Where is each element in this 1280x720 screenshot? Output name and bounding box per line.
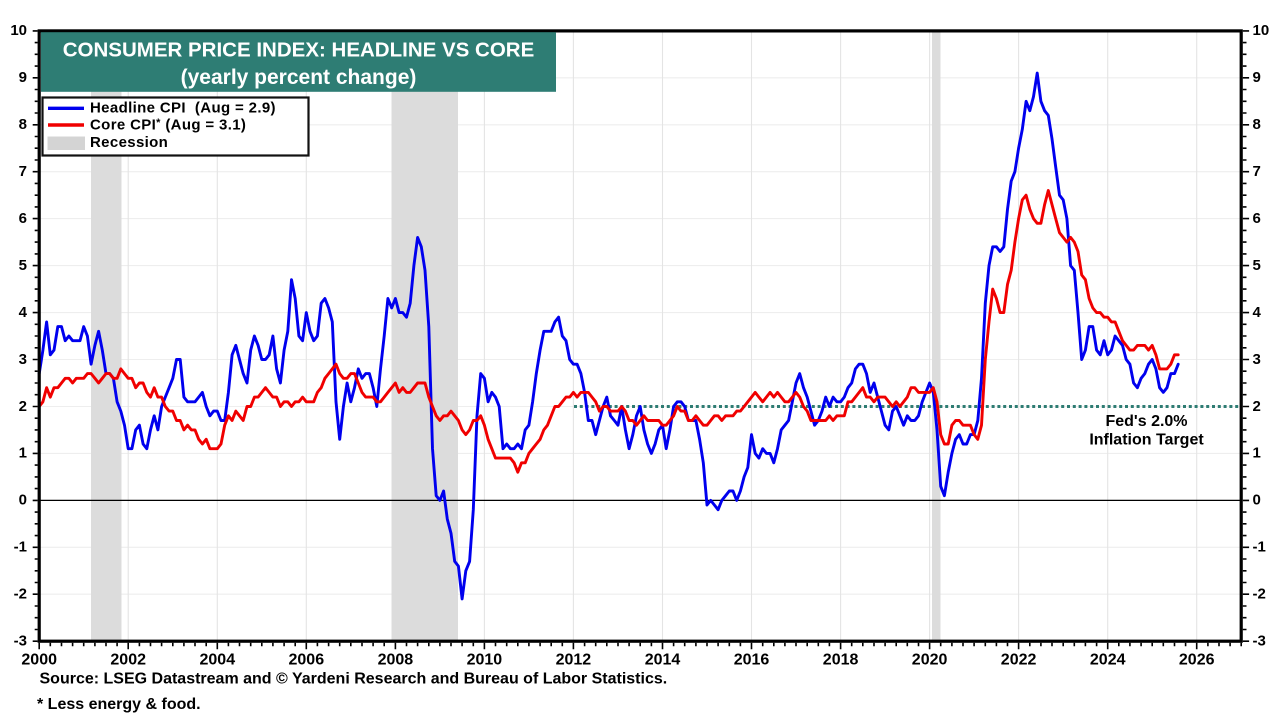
svg-text:2000: 2000: [21, 651, 57, 668]
svg-text:Core CPI* (Aug = 3.1): Core CPI* (Aug = 3.1): [90, 116, 246, 133]
svg-text:0: 0: [1253, 492, 1261, 509]
svg-text:5: 5: [19, 257, 27, 274]
svg-text:3: 3: [19, 351, 27, 368]
svg-text:9: 9: [1253, 69, 1261, 86]
svg-text:Headline CPI (Aug = 2.9): Headline CPI (Aug = 2.9): [90, 99, 276, 116]
svg-text:6: 6: [19, 210, 27, 227]
svg-text:2014: 2014: [645, 651, 681, 668]
svg-text:8: 8: [19, 116, 27, 133]
svg-text:CONSUMER PRICE INDEX: HEADLINE: CONSUMER PRICE INDEX: HEADLINE VS CORE: [63, 39, 535, 62]
svg-text:7: 7: [19, 163, 27, 180]
svg-text:Fed's 2.0%: Fed's 2.0%: [1105, 413, 1187, 430]
svg-text:2: 2: [19, 398, 27, 415]
svg-text:2024: 2024: [1090, 651, 1126, 668]
svg-text:-3: -3: [1253, 633, 1266, 650]
svg-text:2022: 2022: [1001, 651, 1037, 668]
svg-text:7: 7: [1253, 163, 1261, 180]
svg-text:2020: 2020: [912, 651, 948, 668]
svg-text:2018: 2018: [823, 651, 859, 668]
svg-text:2002: 2002: [110, 651, 146, 668]
svg-text:2010: 2010: [467, 651, 503, 668]
svg-text:2026: 2026: [1179, 651, 1215, 668]
svg-text:Inflation Target: Inflation Target: [1089, 431, 1204, 448]
svg-text:2004: 2004: [200, 651, 236, 668]
svg-text:4: 4: [1253, 304, 1262, 321]
svg-text:3: 3: [1253, 351, 1261, 368]
svg-text:0: 0: [19, 492, 27, 509]
svg-text:10: 10: [1253, 22, 1270, 39]
svg-text:2012: 2012: [556, 651, 592, 668]
svg-text:2006: 2006: [289, 651, 325, 668]
svg-text:9: 9: [19, 69, 27, 86]
svg-text:2008: 2008: [378, 651, 414, 668]
svg-text:Recession: Recession: [90, 134, 168, 151]
svg-text:5: 5: [1253, 257, 1261, 274]
svg-text:2: 2: [1253, 398, 1261, 415]
svg-text:10: 10: [10, 22, 27, 39]
svg-text:8: 8: [1253, 116, 1261, 133]
svg-text:2016: 2016: [734, 651, 770, 668]
svg-text:1: 1: [19, 445, 27, 462]
svg-text:4: 4: [19, 304, 28, 321]
svg-text:6: 6: [1253, 210, 1261, 227]
svg-text:-3: -3: [14, 633, 27, 650]
svg-text:-1: -1: [14, 539, 27, 556]
svg-text:-2: -2: [14, 586, 27, 603]
svg-text:1: 1: [1253, 445, 1261, 462]
svg-text:-2: -2: [1253, 586, 1266, 603]
svg-text:* Less energy & food.: * Less energy & food.: [37, 696, 201, 713]
svg-text:Source: LSEG Datastream and ©: Source: LSEG Datastream and © Yardeni Re…: [40, 671, 668, 688]
svg-text:-1: -1: [1253, 539, 1266, 556]
svg-text:(yearly percent change): (yearly percent change): [181, 66, 417, 89]
